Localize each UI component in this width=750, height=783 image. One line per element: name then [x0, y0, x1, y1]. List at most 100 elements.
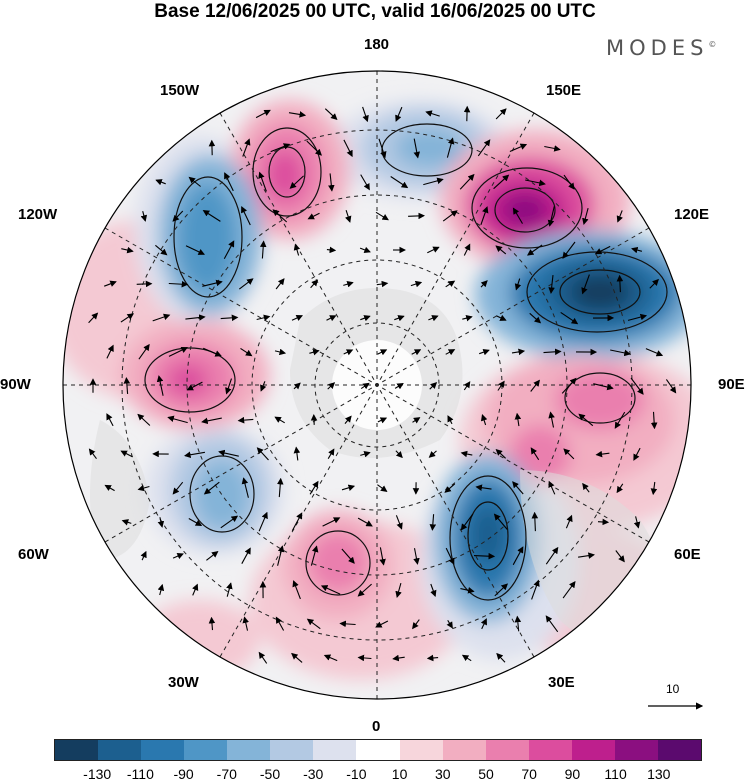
- colorbar-swatch: [227, 740, 271, 760]
- wind-vector: [616, 274, 624, 293]
- wind-vector: [225, 378, 233, 395]
- wind-vector: [220, 515, 239, 529]
- wind-vector: [344, 415, 352, 424]
- wind-vector: [631, 246, 643, 254]
- contour: [564, 372, 636, 424]
- wind-vector: [324, 108, 338, 121]
- contour: [173, 176, 243, 298]
- wind-vector: [445, 547, 455, 565]
- colorbar-swatch: [313, 740, 357, 760]
- wind-vector: [616, 210, 623, 223]
- wind-vector: [562, 581, 576, 599]
- wind-vector: [238, 278, 254, 290]
- wind-vector: [543, 348, 562, 356]
- wind-vector: [480, 618, 487, 630]
- lon-label-30w: 30W: [168, 674, 199, 691]
- lon-label-60e: 60E: [674, 546, 701, 563]
- wind-vector: [185, 245, 205, 255]
- colorbar-swatch: [485, 740, 529, 760]
- colorbar-label: 50: [478, 766, 494, 782]
- wind-vector: [155, 244, 168, 256]
- colorbar-swatch: [399, 740, 443, 760]
- wind-vector: [357, 654, 372, 662]
- wind-vector: [184, 451, 205, 459]
- wind-vector: [274, 348, 287, 356]
- wind-vector: [140, 550, 147, 561]
- wind-vector: [394, 383, 404, 390]
- wind-vector: [137, 413, 151, 426]
- wind-vector: [430, 583, 437, 598]
- wind-vector: [394, 315, 405, 322]
- wind-vector: [185, 314, 206, 321]
- wind-vector: [544, 145, 561, 152]
- wind-vector: [562, 241, 576, 259]
- wind-vector: [104, 484, 115, 492]
- wind-vector: [224, 172, 234, 192]
- wind-vector: [220, 314, 239, 322]
- wind-vector: [494, 583, 508, 597]
- wind-vector: [413, 548, 420, 565]
- wind-vector: [206, 551, 219, 561]
- anomaly-field: [63, 71, 691, 699]
- colorbar-swatch: [356, 740, 400, 760]
- wind-vector: [292, 580, 301, 600]
- wind-vector: [136, 280, 153, 288]
- wind-vector: [560, 311, 579, 325]
- wind-vector: [545, 546, 559, 565]
- colorbar-label: 10: [391, 766, 408, 782]
- wind-vector: [327, 448, 335, 459]
- wind-vector: [480, 414, 488, 426]
- wind-vector: [88, 448, 97, 460]
- wind-vector: [345, 210, 352, 223]
- contour: [252, 127, 322, 217]
- wind-vector: [511, 348, 526, 356]
- wind-vector: [270, 143, 291, 153]
- colorbar-label: 90: [564, 766, 581, 782]
- wind-vector: [306, 618, 321, 630]
- brand-text: MODES: [606, 36, 709, 60]
- wind-vector: [563, 174, 575, 190]
- wind-vector: [548, 411, 555, 428]
- wind-vector: [514, 412, 522, 427]
- colorbar-swatch: [614, 740, 658, 760]
- wind-vector: [512, 546, 524, 566]
- wind-vector: [665, 379, 677, 394]
- wind-vector: [548, 480, 556, 495]
- wind-vector: [426, 654, 439, 662]
- wind-vector: [512, 207, 523, 224]
- wind-vector: [172, 481, 184, 495]
- wind-vectors: [88, 105, 677, 664]
- wind-vector: [514, 615, 522, 632]
- wind-vector: [223, 240, 235, 260]
- wind-vector: [408, 212, 425, 220]
- wind-vector: [442, 210, 458, 222]
- wind-vector: [258, 651, 268, 664]
- wind-vector: [425, 110, 440, 117]
- wind-vector: [496, 314, 507, 321]
- contour: [144, 347, 236, 413]
- wind-vector: [627, 313, 648, 321]
- wind-vector: [493, 513, 508, 530]
- wind-vector: [509, 143, 528, 153]
- wind-vector: [323, 654, 338, 662]
- wind-vector: [188, 176, 201, 187]
- wind-vector: [242, 616, 249, 631]
- wind-vector: [121, 246, 134, 254]
- wind-vector: [376, 280, 389, 288]
- wind-vector: [463, 243, 471, 256]
- wind-vector: [137, 484, 150, 492]
- wind-vector: [157, 583, 165, 596]
- wind-vector: [357, 517, 373, 527]
- wind-vector: [423, 177, 444, 186]
- wind-vector: [649, 278, 659, 289]
- wind-vector: [202, 347, 222, 357]
- wind-vector: [650, 481, 658, 496]
- wind-vector: [168, 347, 188, 357]
- wind-vector: [218, 449, 239, 457]
- wind-vector: [377, 417, 388, 424]
- wind-vector: [375, 620, 389, 628]
- wind-vector: [561, 377, 577, 394]
- wind-vector: [258, 511, 268, 532]
- wind-vector: [293, 446, 301, 461]
- lon-label-150w: 150W: [160, 82, 200, 99]
